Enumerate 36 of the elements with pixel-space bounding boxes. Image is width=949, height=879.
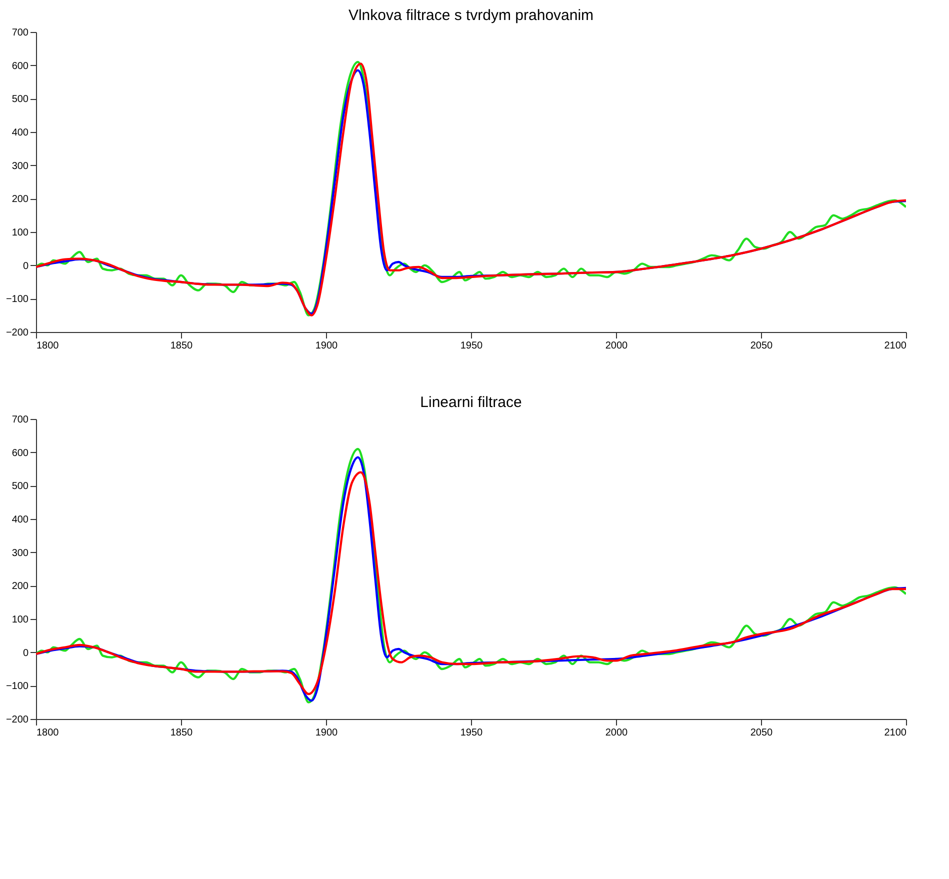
- x-tick-label: 1900: [315, 340, 338, 352]
- x-tick-label: 1950: [460, 340, 484, 352]
- y-tick-label: 0: [22, 648, 29, 659]
- y-tick-label: 0: [22, 260, 29, 272]
- chart-title: Vlnkova filtrace s tvrdym prahovanim: [348, 7, 594, 24]
- y-tick-label: −200: [6, 714, 29, 726]
- y-tick-label: 300: [12, 160, 29, 172]
- y-tick-label: 600: [12, 448, 29, 459]
- x-tick-label: 1800: [36, 340, 60, 352]
- x-tick-label: 2000: [605, 340, 628, 352]
- x-tick-label: 1850: [170, 728, 194, 738]
- x-tick-label: 2050: [750, 728, 774, 738]
- y-tick-label: 600: [12, 60, 29, 72]
- y-tick-label: 200: [12, 581, 29, 592]
- y-tick-label: 500: [12, 481, 29, 492]
- x-tick-label: 2100: [884, 340, 907, 352]
- y-tick-label: 500: [12, 94, 29, 106]
- x-tick-label: 1950: [460, 728, 484, 738]
- y-tick-label: −200: [6, 328, 29, 338]
- y-tick-label: −100: [6, 681, 29, 692]
- y-tick-label: 700: [12, 28, 29, 38]
- y-tick-label: 100: [12, 228, 29, 238]
- x-tick-label: 2000: [605, 728, 628, 738]
- y-tick-label: 400: [12, 514, 29, 526]
- chart-title: Linearni filtrace: [420, 394, 522, 411]
- y-tick-label: −100: [6, 294, 29, 306]
- y-tick-label: 300: [12, 548, 29, 559]
- y-tick-label: 100: [12, 614, 29, 626]
- x-tick-label: 2100: [884, 728, 907, 738]
- y-tick-label: 400: [12, 128, 29, 138]
- x-tick-label: 2050: [750, 340, 774, 352]
- x-tick-label: 1800: [36, 728, 60, 738]
- x-tick-label: 1850: [170, 340, 194, 352]
- y-tick-label: 700: [12, 414, 29, 426]
- x-tick-label: 1900: [315, 728, 338, 738]
- y-tick-label: 200: [12, 194, 29, 206]
